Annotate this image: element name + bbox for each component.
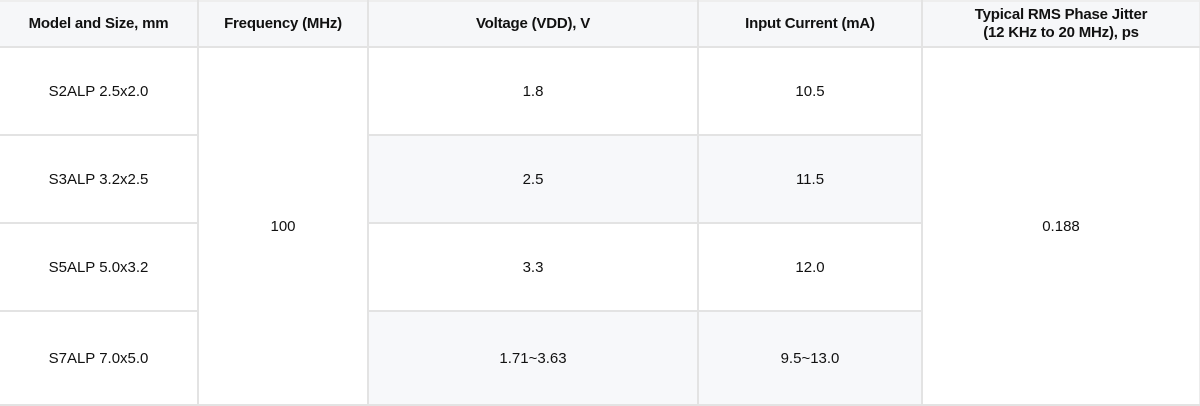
cell-model: S5ALP 5.0x3.2 bbox=[0, 222, 199, 312]
header-model-size: Model and Size, mm bbox=[0, 0, 199, 48]
cell-current: 10.5 bbox=[697, 46, 923, 136]
cell-current: 11.5 bbox=[697, 134, 923, 224]
cell-model: S2ALP 2.5x2.0 bbox=[0, 46, 199, 136]
cell-current: 9.5~13.0 bbox=[697, 310, 923, 406]
header-frequency: Frequency (MHz) bbox=[197, 0, 369, 48]
table-row: S5ALP 5.0x3.2 3.3 12.0 bbox=[0, 222, 1200, 312]
header-input-current: Input Current (mA) bbox=[697, 0, 923, 48]
header-jitter-line2: (12 KHz to 20 MHz), ps bbox=[983, 24, 1139, 41]
table-row: S7ALP 7.0x5.0 1.71~3.63 9.5~13.0 bbox=[0, 310, 1200, 406]
header-voltage: Voltage (VDD), V bbox=[367, 0, 699, 48]
header-jitter-line1: Typical RMS Phase Jitter bbox=[974, 6, 1148, 23]
cell-voltage: 1.8 bbox=[367, 46, 699, 136]
cell-jitter: 0.188 bbox=[921, 46, 1200, 406]
cell-voltage: 3.3 bbox=[367, 222, 699, 312]
cell-current: 12.0 bbox=[697, 222, 923, 312]
table-row: S3ALP 3.2x2.5 2.5 11.5 bbox=[0, 134, 1200, 224]
cell-frequency: 100 bbox=[197, 46, 369, 406]
header-row: Model and Size, mm Frequency (MHz) Volta… bbox=[0, 0, 1200, 48]
cell-model: S3ALP 3.2x2.5 bbox=[0, 134, 199, 224]
cell-model: S7ALP 7.0x5.0 bbox=[0, 310, 199, 406]
header-phase-jitter: Typical RMS Phase Jitter (12 KHz to 20 M… bbox=[921, 0, 1200, 48]
table-row: S2ALP 2.5x2.0 100 1.8 10.5 0.188 bbox=[0, 46, 1200, 406]
cell-voltage: 2.5 bbox=[367, 134, 699, 224]
cell-voltage: 1.71~3.63 bbox=[367, 310, 699, 406]
